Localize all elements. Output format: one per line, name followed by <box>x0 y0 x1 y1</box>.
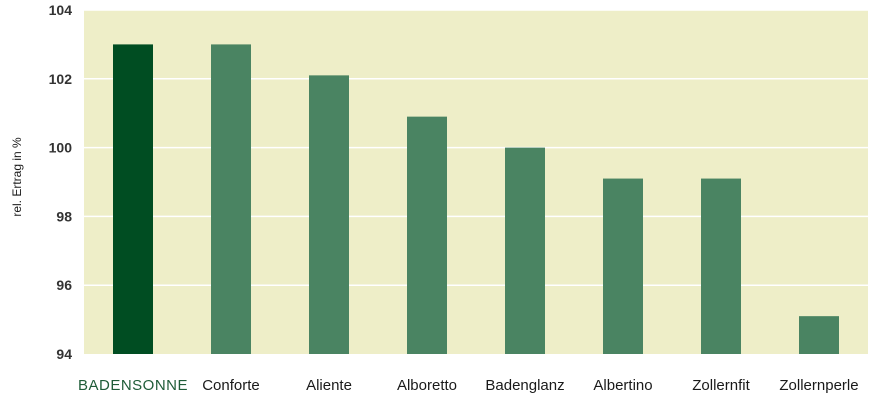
bar-zollernperle <box>799 316 839 354</box>
plot-area <box>84 10 868 354</box>
y-tick-label: 96 <box>56 277 72 293</box>
y-tick-label: 98 <box>56 208 72 224</box>
bar-conforte <box>211 44 251 355</box>
x-tick-label: BADENSONNE <box>78 377 188 394</box>
y-axis-ticks: 94 96 98 100 102 104 <box>49 2 73 362</box>
bar-zollernfit <box>701 178 741 354</box>
x-axis-labels: BADENSONNE Conforte Aliente Alboretto Badeng… <box>78 377 859 394</box>
x-tick-label: Badenglanz <box>485 377 564 394</box>
bars <box>113 44 839 355</box>
y-tick-label: 94 <box>56 346 72 362</box>
x-tick-label: Zollernperle <box>779 377 858 394</box>
y-axis-title: rel. Ertrag in % <box>10 137 24 217</box>
x-tick-label: Albertino <box>593 377 652 394</box>
x-tick-label: Conforte <box>202 377 260 394</box>
x-tick-label: Aliente <box>306 377 352 394</box>
bar-alboretto <box>407 116 447 354</box>
bar-aliente <box>309 75 349 355</box>
x-tick-label: Zollernfit <box>692 377 750 394</box>
bar-badensonne <box>113 44 153 355</box>
y-tick-label: 100 <box>49 140 73 156</box>
bar-albertino <box>603 178 643 354</box>
y-tick-label: 102 <box>49 71 73 87</box>
y-tick-label: 104 <box>49 2 73 18</box>
bar-badenglanz <box>505 147 545 354</box>
x-tick-label: Alboretto <box>397 377 457 394</box>
